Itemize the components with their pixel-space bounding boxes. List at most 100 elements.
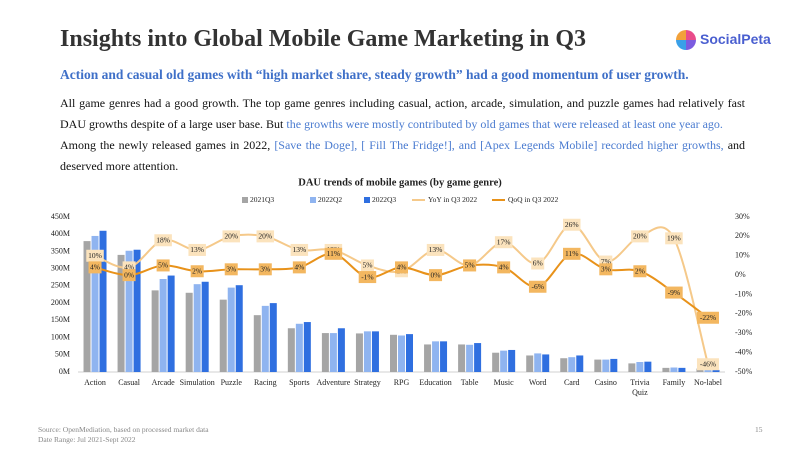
data-label-box	[122, 269, 136, 282]
data-label: 26%	[565, 220, 579, 229]
data-label-box	[360, 259, 374, 272]
x-tick-label: RPG	[394, 378, 410, 387]
x-tick-label: No-label	[694, 378, 723, 387]
data-label-box	[395, 261, 408, 274]
data-label: 4%	[294, 263, 304, 272]
data-label-box	[256, 230, 275, 243]
data-label: 11%	[565, 249, 578, 258]
bar	[151, 290, 159, 372]
data-label-box	[258, 263, 272, 276]
x-tick-label: Sports	[289, 378, 309, 387]
y2-tick-label: -30%	[735, 328, 753, 337]
bar	[371, 331, 379, 372]
data-label-box	[188, 243, 206, 256]
bar	[167, 275, 175, 372]
data-label-box	[358, 271, 377, 284]
y2-tick-label: -40%	[735, 347, 753, 356]
data-label-box	[633, 265, 647, 278]
bar	[329, 333, 337, 372]
bar	[235, 285, 243, 372]
data-label-box	[531, 257, 545, 270]
data-label-box	[631, 230, 649, 243]
data-label-box	[665, 232, 683, 245]
x-tick-label: Adventure	[317, 378, 351, 387]
data-label: 0%	[124, 270, 134, 279]
data-label-box	[665, 286, 683, 299]
data-label: 13%	[190, 245, 204, 254]
data-label-box	[290, 243, 309, 256]
bar	[201, 281, 209, 372]
data-label: 2%	[192, 266, 202, 275]
data-label-box	[222, 230, 240, 243]
data-label-box	[426, 243, 445, 256]
data-label: 18%	[156, 235, 170, 244]
x-tick-label: Trivia Quiz	[630, 378, 650, 397]
x-tick-label: Simulation	[180, 378, 215, 387]
bar	[390, 334, 397, 372]
data-label: 3%	[601, 265, 611, 274]
subtitle: Action and casual old games with “high m…	[60, 67, 689, 82]
data-label: -1%	[361, 272, 374, 281]
paragraph: All game genres had a good growth. The t…	[60, 93, 745, 135]
x-tick-label: Card	[564, 378, 580, 387]
bar	[117, 254, 125, 372]
bar	[704, 369, 712, 372]
text-segment: the growths were mostly contributed by o…	[286, 117, 723, 131]
data-label: -9%	[668, 288, 681, 297]
bar	[526, 355, 534, 372]
data-label: 2%	[635, 266, 645, 275]
data-label-box	[696, 311, 719, 324]
bar	[261, 305, 269, 372]
bar	[568, 357, 576, 372]
legend-swatch	[364, 197, 370, 203]
data-label: -46%	[700, 359, 716, 368]
bar	[458, 344, 466, 372]
data-label: 5%	[158, 261, 168, 270]
x-tick-label: Action	[84, 378, 106, 387]
y-tick-label: 100M	[51, 332, 70, 341]
bar	[560, 358, 568, 372]
bar	[662, 367, 670, 372]
legend-label: 2022Q2	[318, 195, 342, 204]
logo: SocialPeta	[700, 31, 771, 47]
data-label: 11%	[327, 249, 340, 258]
x-tick-label: Music	[494, 378, 514, 387]
bar	[492, 352, 500, 372]
y-tick-label: 350M	[51, 246, 70, 255]
source: Source: OpenMediation, based on processe…	[38, 425, 209, 434]
data-label: 3%	[260, 265, 270, 274]
legend-label: 2021Q3	[250, 195, 274, 204]
bar	[253, 315, 261, 372]
bar	[602, 359, 610, 372]
bar	[508, 349, 516, 372]
x-tick-label: Casino	[595, 378, 617, 387]
data-label: 4%	[124, 263, 134, 272]
bar	[610, 358, 618, 372]
data-label: 20%	[258, 232, 272, 241]
bar	[594, 359, 602, 372]
bar	[576, 355, 584, 372]
data-label: 20%	[224, 232, 238, 241]
data-label-box	[696, 358, 719, 371]
bar	[670, 367, 678, 372]
bar	[337, 328, 345, 372]
y-tick-label: 0M	[59, 367, 70, 376]
footer: Source: OpenMediation, based on processe…	[38, 425, 209, 445]
data-label: 5%	[362, 261, 372, 270]
bar	[696, 368, 704, 372]
data-label-box	[154, 234, 172, 247]
chart: DAU trends of mobile games (by game genr…	[51, 177, 753, 397]
bar	[355, 333, 363, 372]
y-tick-label: 450M	[51, 212, 70, 221]
y2-tick-label: 30%	[735, 212, 750, 221]
x-tick-label: Racing	[254, 378, 277, 387]
data-label: 0%	[431, 270, 441, 279]
y2-tick-label: -50%	[735, 367, 753, 376]
bar	[133, 249, 141, 372]
bar	[185, 292, 193, 372]
bar	[500, 350, 508, 372]
text-segment: and deserved more attention.	[60, 138, 746, 173]
bar	[398, 335, 405, 372]
y-tick-label: 50M	[55, 350, 70, 359]
y2-tick-label: 10%	[735, 251, 750, 260]
